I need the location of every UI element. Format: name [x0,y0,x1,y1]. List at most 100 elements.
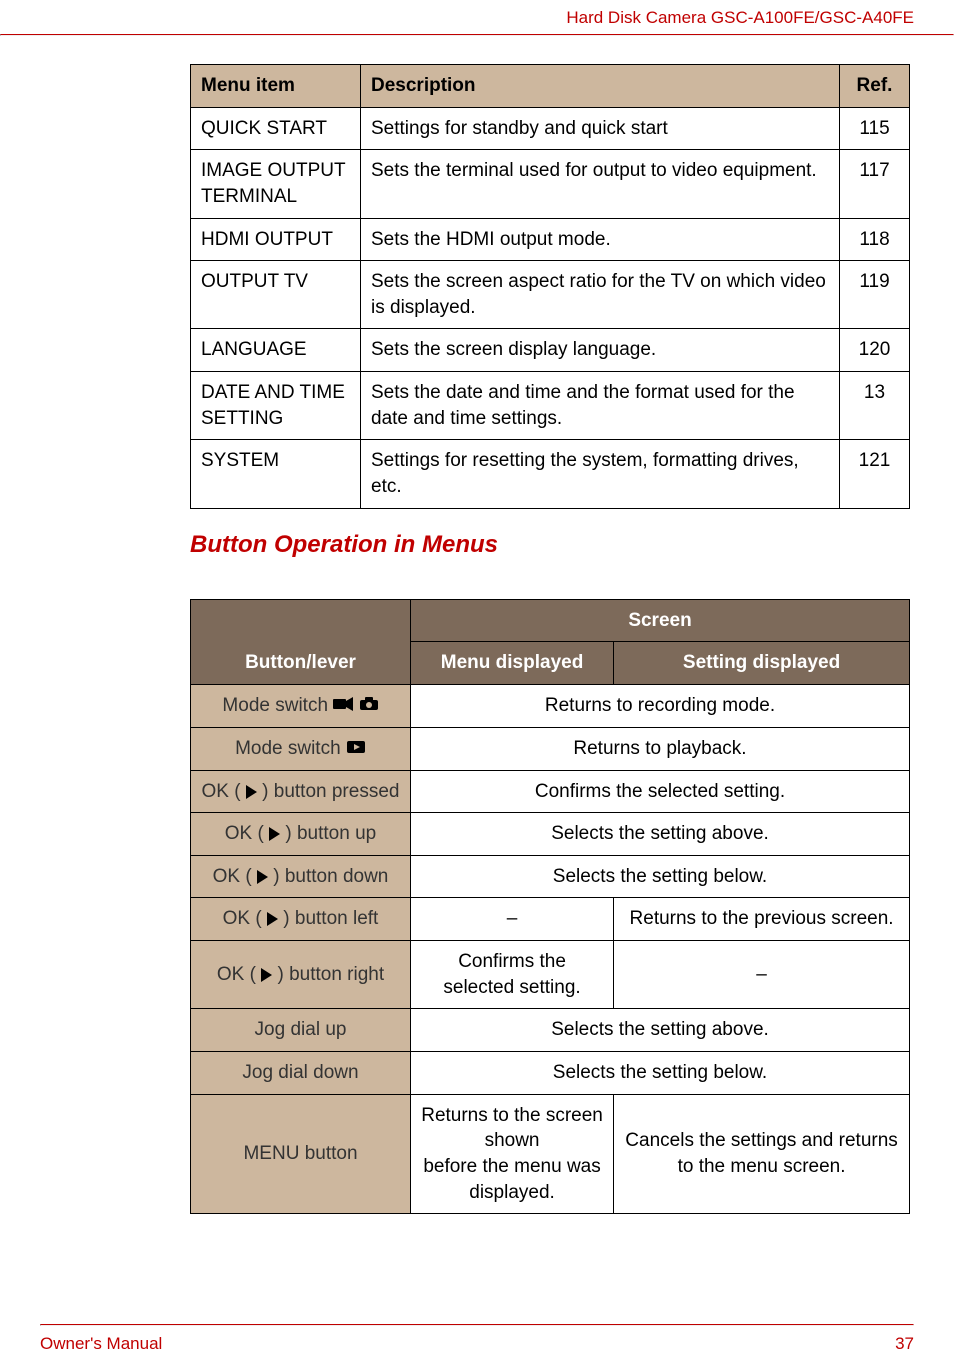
camera-icon [359,693,379,719]
menu-ref-cell: 115 [840,107,910,150]
triangle-icon [261,968,272,982]
menu-line2: before the menu was displayed. [421,1154,603,1205]
lever-cell: Jog dial down [191,1052,411,1095]
lever-suffix: ) button right [272,964,384,985]
table-row: Jog dial up Selects the setting above. [191,1009,910,1052]
table-row: HDMI OUTPUT Sets the HDMI output mode. 1… [191,218,910,261]
setting-cell: Cancels the settings and returns to the … [614,1094,910,1214]
menu-desc-cell: Settings for resetting the system, forma… [361,440,840,508]
table-row: OUTPUT TV Sets the screen aspect ratio f… [191,261,910,329]
lever-cell: OK ( ) button up [191,813,411,856]
table-row: IMAGE OUTPUT TERMINAL Sets the terminal … [191,150,910,218]
col-menu-item: Menu item [191,65,361,108]
menu-item-cell: HDMI OUTPUT [191,218,361,261]
screen-cell: Selects the setting above. [411,1009,910,1052]
table-row: Jog dial down Selects the setting below. [191,1052,910,1095]
menu-desc-cell: Sets the screen display language. [361,329,840,372]
table-row: OK ( ) button left – Returns to the prev… [191,898,910,941]
lever-prefix: OK ( [217,964,261,985]
col-setting-displayed: Setting displayed [614,642,910,685]
lever-cell: OK ( ) button left [191,898,411,941]
lever-prefix: Mode switch [222,695,333,716]
section-heading: Button Operation in Menus [190,531,914,559]
menu-cell: Confirms the selected setting. [411,941,614,1009]
menu-item-cell: SYSTEM [191,440,361,508]
screen-cell: Returns to playback. [411,727,910,770]
menu-ref-cell: 13 [840,372,910,440]
menu-item-cell: OUTPUT TV [191,261,361,329]
table-row: SYSTEM Settings for resetting the system… [191,440,910,508]
col-menu-displayed: Menu displayed [411,642,614,685]
menu-ref-cell: 118 [840,218,910,261]
menu-item-cell: QUICK START [191,107,361,150]
menu-item-cell: DATE AND TIME SETTING [191,372,361,440]
lever-cell: Jog dial up [191,1009,411,1052]
lever-prefix: OK ( [225,823,269,844]
lever-suffix: ) button pressed [257,781,400,802]
menu-ref-cell: 120 [840,329,910,372]
triangle-icon [267,912,278,926]
lever-suffix: ) button up [280,823,376,844]
table-header-row: Button/lever Screen [191,599,910,642]
table-row: LANGUAGE Sets the screen display languag… [191,329,910,372]
lever-cell: OK ( ) button down [191,855,411,898]
page-number: 37 [895,1334,914,1354]
lever-cell: Mode switch [191,727,411,770]
menu-ref-cell: 117 [840,150,910,218]
menu-desc-cell: Sets the screen aspect ratio for the TV … [361,261,840,329]
table-row: OK ( ) button pressed Confirms the selec… [191,770,910,813]
lever-suffix: ) button down [268,866,388,887]
owners-manual-label: Owner's Manual [40,1334,162,1354]
setting-cell: Returns to the previous screen. [614,898,910,941]
lever-cell: Mode switch [191,684,411,727]
lever-cell: OK ( ) button pressed [191,770,411,813]
lever-prefix: Mode switch [235,738,346,759]
table-row: OK ( ) button right Confirms the selecte… [191,941,910,1009]
table-row: OK ( ) button down Selects the setting b… [191,855,910,898]
video-icon [333,693,353,719]
screen-cell: Selects the setting above. [411,813,910,856]
lever-prefix: OK ( [223,908,267,929]
menu-line1: Returns to the screen shown [421,1103,603,1154]
triangle-icon [257,870,268,884]
menu-ref-cell: 119 [840,261,910,329]
menu-desc-cell: Sets the HDMI output mode. [361,218,840,261]
lever-prefix: OK ( [202,781,246,802]
playback-icon [346,736,366,762]
menu-desc-cell: Sets the date and time and the format us… [361,372,840,440]
col-screen: Screen [411,599,910,642]
footer-rule [40,1324,914,1326]
table-row: OK ( ) button up Selects the setting abo… [191,813,910,856]
triangle-icon [246,785,257,799]
lever-suffix: ) button left [278,908,378,929]
col-button-lever: Button/lever [191,599,411,684]
table-row: QUICK START Settings for standby and qui… [191,107,910,150]
lever-cell: OK ( ) button right [191,941,411,1009]
menu-desc-cell: Settings for standby and quick start [361,107,840,150]
page-header: Hard Disk Camera GSC-A100FE/GSC-A40FE [0,0,954,34]
menu-items-table: Menu item Description Ref. QUICK START S… [190,64,910,509]
lever-cell: MENU button [191,1094,411,1214]
screen-cell: Selects the setting below. [411,855,910,898]
screen-cell: Returns to recording mode. [411,684,910,727]
menu-cell: Returns to the screen shown before the m… [411,1094,614,1214]
page-content: Menu item Description Ref. QUICK START S… [0,36,954,1214]
menu-item-cell: LANGUAGE [191,329,361,372]
table-row: Mode switch Returns to playback. [191,727,910,770]
table-header-row: Menu item Description Ref. [191,65,910,108]
table-row: Mode switch Returns to recording mode. [191,684,910,727]
menu-ref-cell: 121 [840,440,910,508]
setting-cell: – [614,941,910,1009]
product-line: Hard Disk Camera GSC-A100FE/GSC-A40FE [566,8,914,28]
lever-prefix: OK ( [213,866,257,887]
menu-cell: – [411,898,614,941]
col-description: Description [361,65,840,108]
col-ref: Ref. [840,65,910,108]
triangle-icon [269,827,280,841]
table-row: DATE AND TIME SETTING Sets the date and … [191,372,910,440]
screen-cell: Selects the setting below. [411,1052,910,1095]
page-footer: Owner's Manual 37 [0,1334,954,1368]
menu-item-cell: IMAGE OUTPUT TERMINAL [191,150,361,218]
table-row: MENU button Returns to the screen shown … [191,1094,910,1214]
screen-cell: Confirms the selected setting. [411,770,910,813]
